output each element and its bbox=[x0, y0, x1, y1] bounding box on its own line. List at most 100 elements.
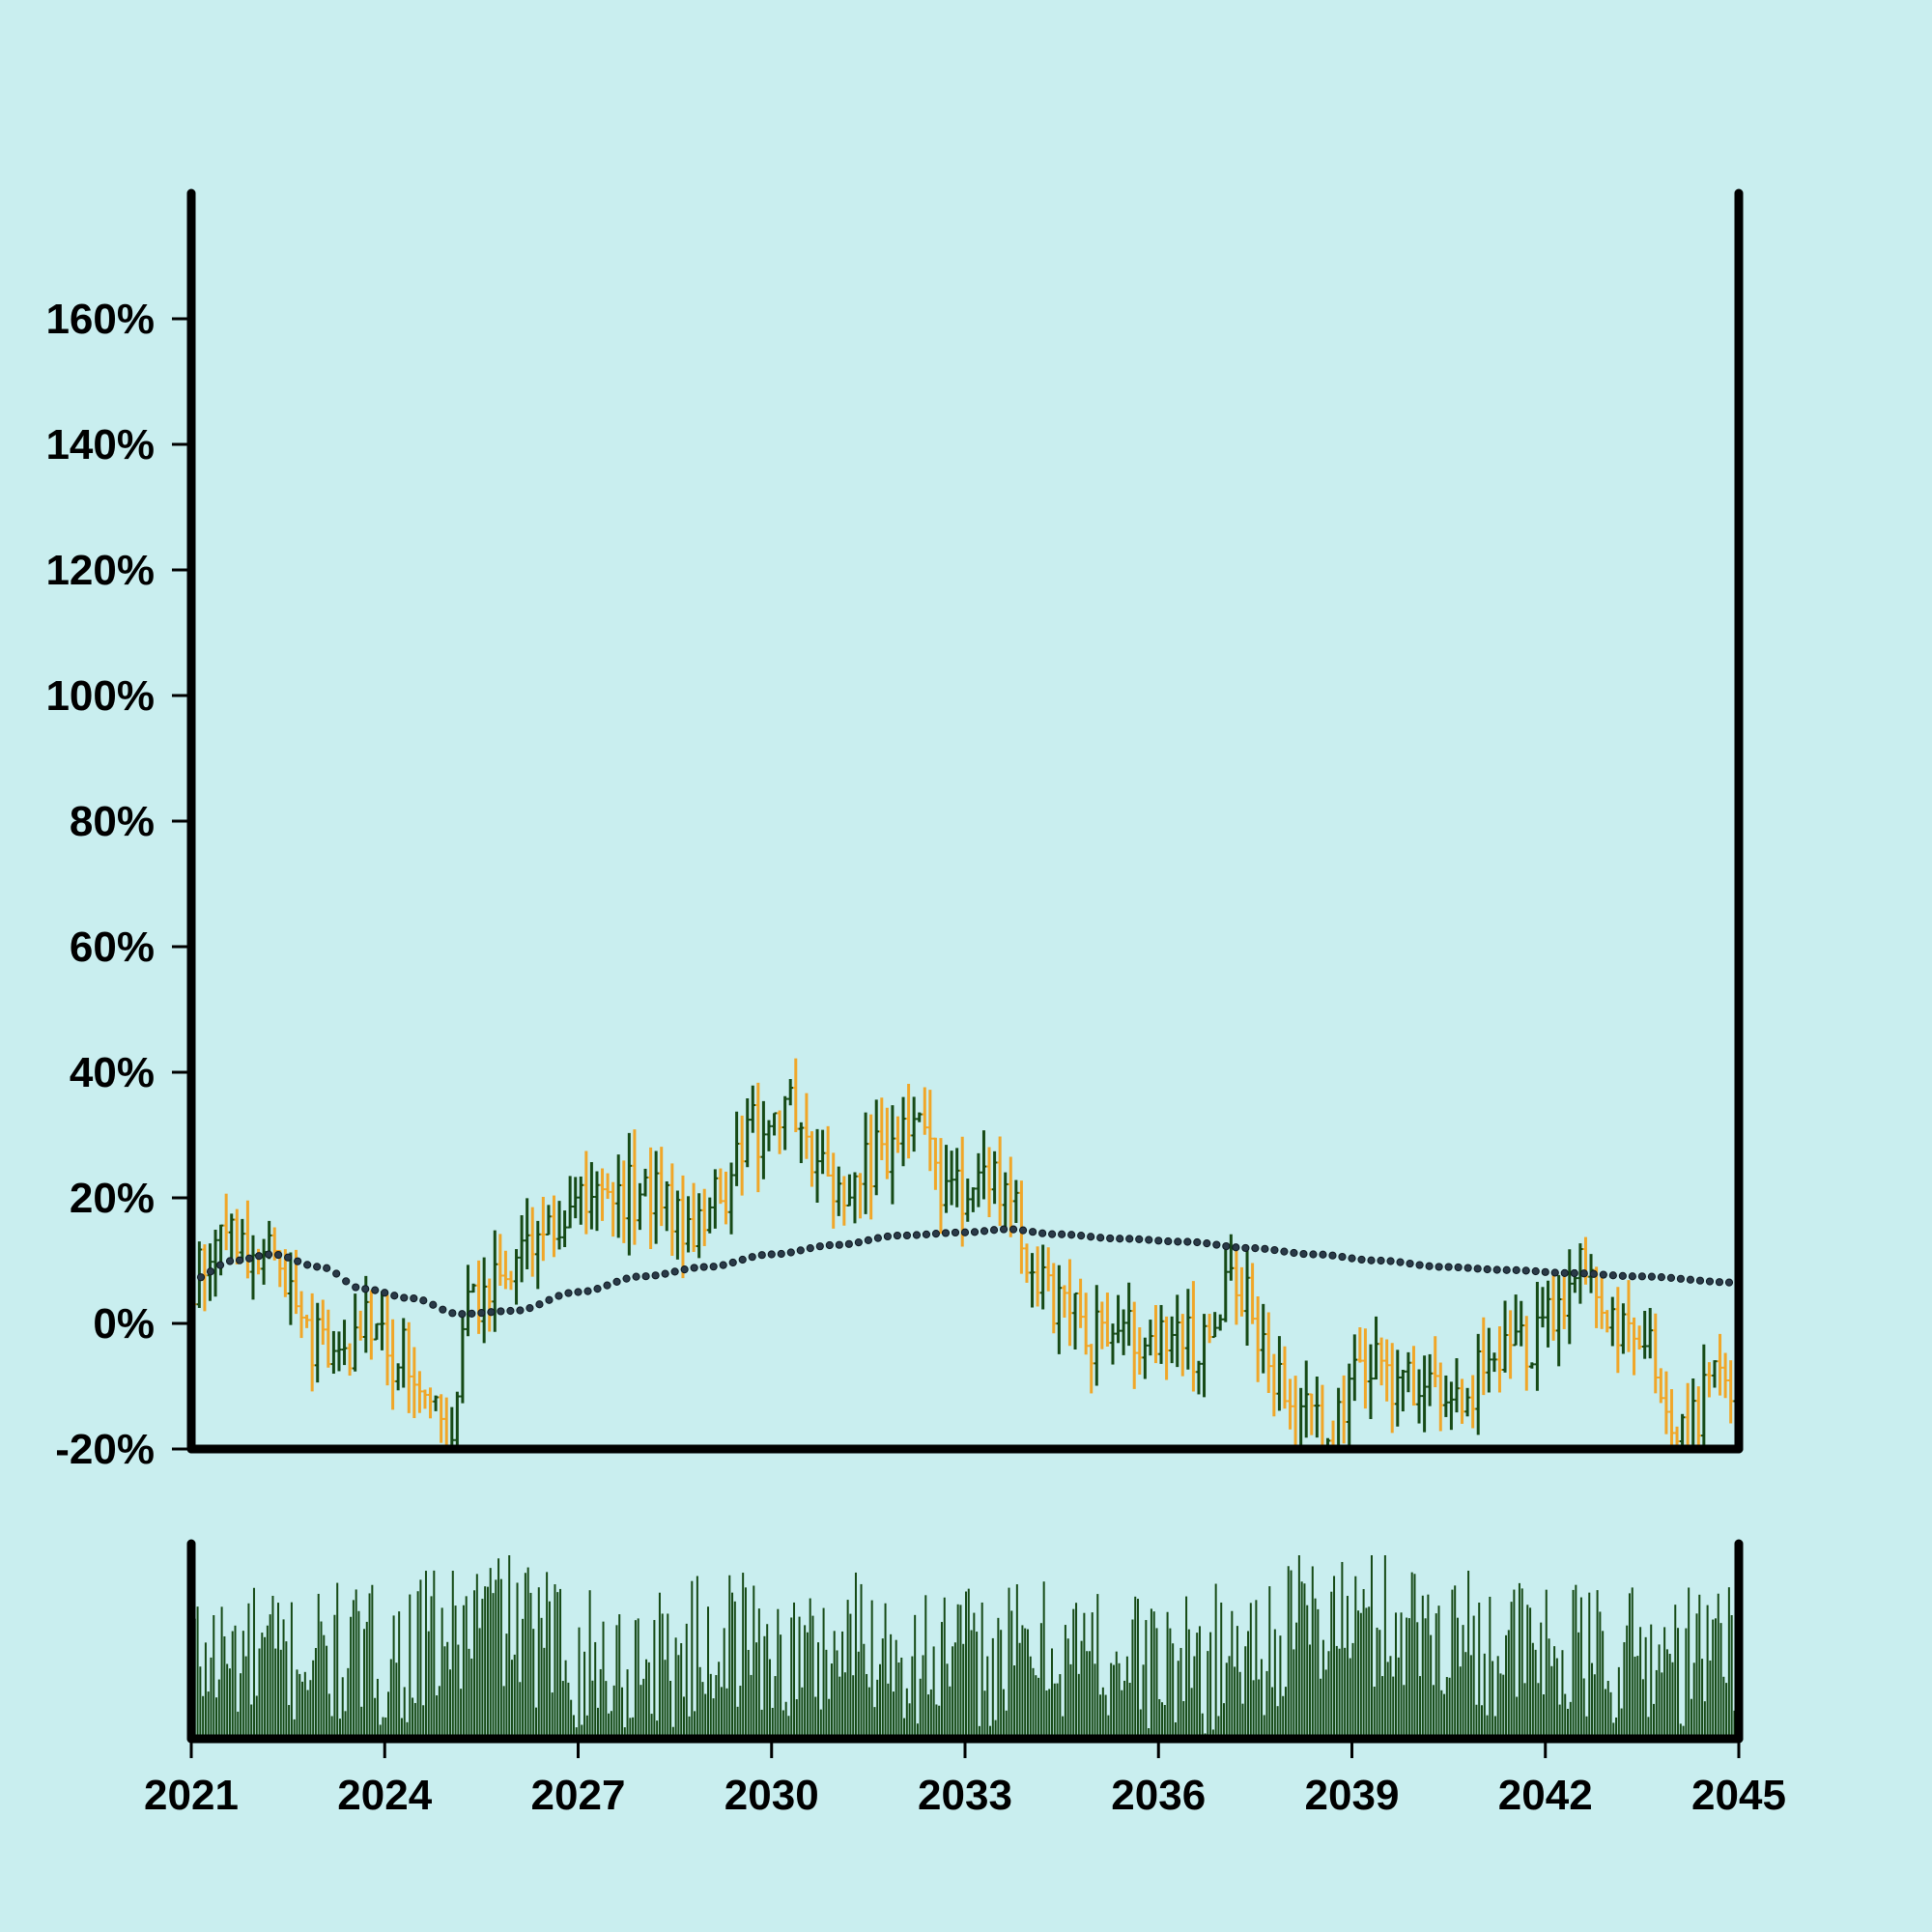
ohlc-bar bbox=[1550, 1275, 1556, 1341]
ohlc-bar bbox=[733, 1111, 740, 1186]
volume-bar bbox=[462, 1605, 465, 1739]
volume-bar bbox=[642, 1678, 645, 1739]
moving-average-dot bbox=[709, 1263, 718, 1271]
ohlc-bar bbox=[1013, 1179, 1019, 1224]
volume-bar bbox=[1032, 1667, 1035, 1739]
volume-bar bbox=[866, 1673, 868, 1739]
ohlc-bar bbox=[1389, 1343, 1395, 1434]
volume-bar bbox=[1174, 1722, 1177, 1739]
moving-average-dot bbox=[535, 1300, 544, 1309]
volume-bar bbox=[1166, 1611, 1169, 1739]
volume-bar bbox=[1561, 1650, 1564, 1739]
moving-average-dot bbox=[1280, 1247, 1289, 1256]
volume-bar bbox=[1478, 1603, 1481, 1739]
volume-bar bbox=[1314, 1598, 1317, 1739]
volume-bar bbox=[1125, 1656, 1128, 1739]
volume-bar bbox=[1327, 1651, 1330, 1739]
moving-average-dot bbox=[419, 1296, 428, 1305]
volume-bar bbox=[973, 1612, 976, 1739]
volume-bar bbox=[1238, 1671, 1241, 1739]
ohlc-bar bbox=[1410, 1346, 1417, 1406]
volume-bar bbox=[905, 1688, 908, 1739]
ohlc-bar bbox=[777, 1110, 782, 1154]
volume-bar bbox=[1005, 1710, 1008, 1739]
volume-bar bbox=[793, 1602, 796, 1739]
volume-bar bbox=[873, 1707, 876, 1739]
volume-bar bbox=[406, 1721, 409, 1739]
volume-bar bbox=[1483, 1653, 1486, 1739]
ohlc-bar bbox=[953, 1148, 960, 1208]
volume-bar bbox=[1513, 1589, 1516, 1739]
ohlc-bar bbox=[551, 1195, 557, 1258]
ohlc-bar bbox=[1142, 1337, 1149, 1379]
volume-bar bbox=[860, 1583, 863, 1739]
ohlc-bar bbox=[976, 1152, 981, 1208]
volume-bar bbox=[481, 1599, 484, 1739]
volume-bar bbox=[1407, 1618, 1410, 1739]
volume-bar bbox=[556, 1592, 559, 1739]
ohlc-bar bbox=[949, 1151, 954, 1206]
volume-bar bbox=[780, 1634, 782, 1739]
volume-bar bbox=[621, 1687, 624, 1739]
moving-average-dot bbox=[1357, 1255, 1366, 1264]
volume-bar bbox=[1211, 1729, 1214, 1739]
volume-bar bbox=[1131, 1619, 1134, 1739]
volume-bar bbox=[398, 1611, 401, 1739]
ohlc-bar bbox=[416, 1371, 423, 1413]
volume-bar bbox=[1520, 1588, 1523, 1739]
volume-bar bbox=[1075, 1603, 1078, 1739]
volume-bar bbox=[774, 1676, 777, 1739]
volume-bar bbox=[1177, 1661, 1179, 1739]
moving-average-dot bbox=[1222, 1241, 1231, 1251]
volume-bar bbox=[244, 1656, 247, 1739]
ohlc-bar bbox=[728, 1162, 734, 1235]
moving-average-dot bbox=[1328, 1251, 1337, 1260]
volume-bar bbox=[1349, 1658, 1351, 1739]
moving-average-dot bbox=[719, 1261, 727, 1269]
volume-bar bbox=[412, 1697, 414, 1739]
volume-bar bbox=[1454, 1585, 1457, 1739]
ohlc-bar bbox=[965, 1179, 971, 1222]
ohlc-bar bbox=[1615, 1287, 1621, 1374]
volume-bar bbox=[1121, 1690, 1123, 1739]
ohlc-bar bbox=[674, 1190, 681, 1260]
moving-average-dot bbox=[728, 1258, 737, 1267]
volume-bar bbox=[475, 1574, 478, 1739]
volume-bar bbox=[1661, 1672, 1663, 1739]
volume-bar bbox=[583, 1651, 586, 1739]
volume-bar bbox=[1419, 1676, 1422, 1739]
volume-bar bbox=[1099, 1694, 1102, 1739]
volume-bar bbox=[1042, 1581, 1045, 1739]
volume-bar bbox=[1518, 1582, 1520, 1739]
volume-bar bbox=[368, 1593, 371, 1739]
volume-bar bbox=[591, 1680, 594, 1739]
volume-bar bbox=[744, 1587, 747, 1739]
volume-bar bbox=[650, 1714, 653, 1739]
volume-bar bbox=[1492, 1661, 1494, 1739]
moving-average-dot bbox=[941, 1229, 951, 1237]
volume-bar bbox=[350, 1616, 353, 1739]
moving-average-dot bbox=[1058, 1230, 1066, 1238]
volume-bar bbox=[1370, 1555, 1373, 1739]
moving-average-dot bbox=[1570, 1268, 1578, 1278]
ohlc-bar bbox=[352, 1293, 358, 1372]
moving-average-dot bbox=[254, 1252, 264, 1261]
volume-bar bbox=[1435, 1613, 1437, 1739]
volume-bar bbox=[1088, 1651, 1091, 1739]
volume-bar bbox=[529, 1592, 532, 1739]
volume-bar bbox=[733, 1601, 736, 1739]
ohlc-bar bbox=[867, 1114, 874, 1220]
moving-average-dot bbox=[989, 1226, 999, 1235]
volume-bar bbox=[1096, 1594, 1099, 1739]
volume-bar bbox=[1653, 1703, 1656, 1739]
volume-bar bbox=[1182, 1700, 1185, 1739]
ohlc-bar bbox=[368, 1290, 375, 1360]
volume-bar bbox=[519, 1682, 522, 1739]
volume-bar bbox=[1679, 1723, 1682, 1739]
ohlc-bar bbox=[588, 1161, 595, 1230]
ohlc-bar bbox=[1626, 1280, 1632, 1352]
volume-bar bbox=[698, 1666, 701, 1739]
volume-bar bbox=[416, 1591, 419, 1739]
ohlc-bar bbox=[863, 1112, 868, 1214]
volume-bar bbox=[389, 1659, 392, 1739]
